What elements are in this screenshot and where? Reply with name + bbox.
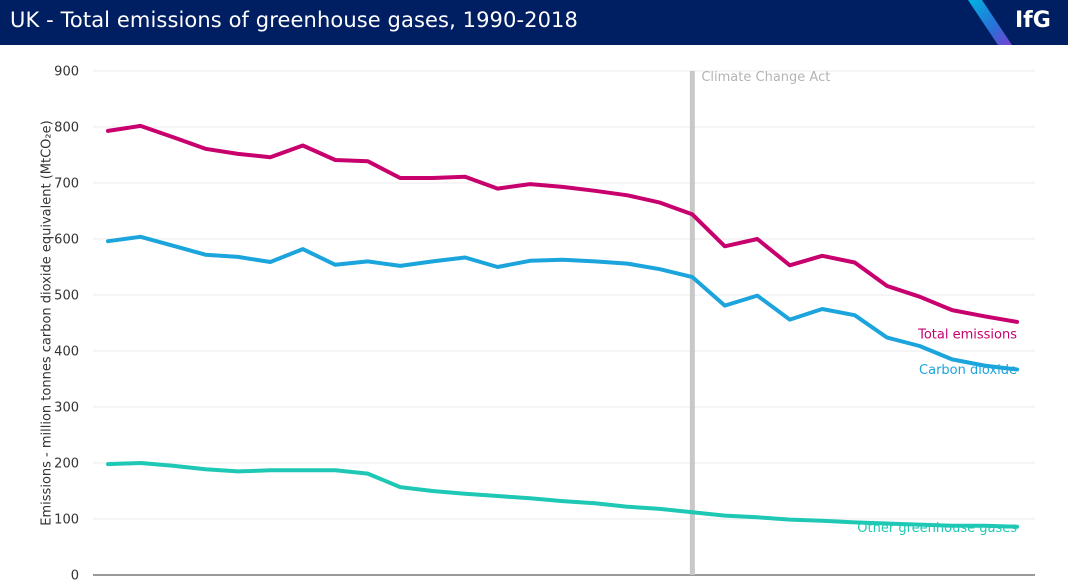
page-title: UK - Total emissions of greenhouse gases… — [10, 8, 578, 32]
total-emissions-line — [106, 123, 1019, 324]
other-greenhouse-gases-line — [106, 461, 1019, 529]
carbon-dioxide-line — [106, 234, 1019, 372]
y-tick-label: 300 — [54, 401, 79, 416]
header-bar: UK - Total emissions of greenhouse gases… — [0, 0, 1068, 45]
carbon-dioxide-label: Carbon dioxide — [919, 363, 1017, 378]
y-tick-label: 400 — [54, 345, 79, 360]
total-emissions-label: Total emissions — [917, 328, 1017, 343]
y-tick-label: 100 — [54, 513, 79, 528]
y-tick-label: 700 — [54, 177, 79, 192]
emissions-line-chart: 0 100 200 300 400 500 600 700 800 900 Climate Chan… — [54, 65, 1035, 580]
y-tick-label: 800 — [54, 121, 79, 136]
logo-stripe-icon — [968, 0, 1012, 45]
other-greenhouse-gases-label: Other greenhouse gases — [857, 521, 1017, 536]
y-tick-label: 0 — [71, 569, 79, 580]
logo: IfG — [1015, 8, 1051, 33]
y-tick-label: 200 — [54, 457, 79, 472]
y-tick-label: 600 — [54, 233, 79, 248]
y-tick-label: 900 — [54, 65, 79, 80]
climate-change-act-label: Climate Change Act — [701, 70, 830, 85]
y-tick-label: 500 — [54, 289, 79, 304]
